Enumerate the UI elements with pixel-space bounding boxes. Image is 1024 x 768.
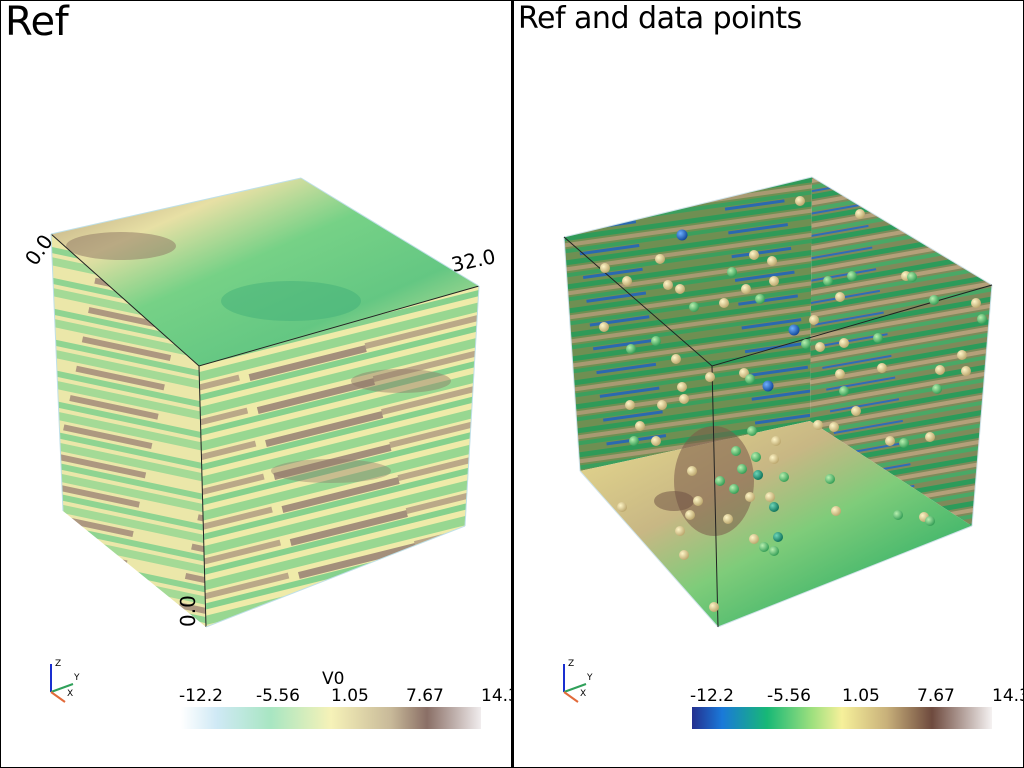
slice-left-wall (564, 177, 812, 471)
cube-left-face (51, 234, 206, 627)
cube-right-face (199, 286, 479, 627)
axis-label-top-right: 32.0 (449, 244, 498, 277)
right-viewport[interactable]: Ref and data points (512, 0, 1024, 768)
axis-label-bottom: 0.0 (176, 595, 200, 627)
right-colorbar (692, 707, 992, 729)
left-colorbar-tick-3: 7.67 (406, 686, 444, 706)
axis-y-label: Y (73, 673, 80, 683)
cube-top-face (51, 178, 479, 366)
right-panel-title: Ref and data points (518, 1, 802, 36)
orientation-axes-widget: Z Y X (50, 659, 80, 703)
right-colorbar-tick-3: 7.67 (917, 686, 955, 706)
data-points (599, 196, 987, 612)
orientation-axes-widget-right: Z Y X (563, 659, 593, 703)
slice-right-wall (810, 177, 992, 526)
axis-x-label: X (580, 689, 586, 699)
right-colorbar-tick-0: -12.2 (690, 686, 734, 706)
left-panel-title: Ref (5, 0, 69, 45)
left-colorbar-tick-0: -12.2 (179, 686, 223, 706)
left-viewport[interactable]: Ref (0, 0, 512, 768)
left-colorbar-tick-1: -5.56 (256, 686, 300, 706)
right-colorbar-tick-2: 1.05 (842, 686, 880, 706)
axis-z-label: Z (55, 659, 61, 669)
axis-z-label: Z (568, 659, 574, 669)
right-colorbar-tick-4: 14.3 (992, 686, 1023, 706)
right-colorbar-tick-1: -5.56 (767, 686, 811, 706)
left-colorbar-title: V0 (322, 669, 345, 689)
axis-x-label: X (67, 689, 73, 699)
left-colorbar-tick-4: 14.3 (481, 686, 511, 706)
slices-and-points-scene[interactable] (514, 1, 1024, 768)
volume-render-scene[interactable]: 0.0 32.0 0.0 (1, 1, 512, 768)
left-colorbar-tick-2: 1.05 (331, 686, 369, 706)
axis-y-label: Y (586, 673, 593, 683)
left-colorbar (181, 707, 481, 729)
